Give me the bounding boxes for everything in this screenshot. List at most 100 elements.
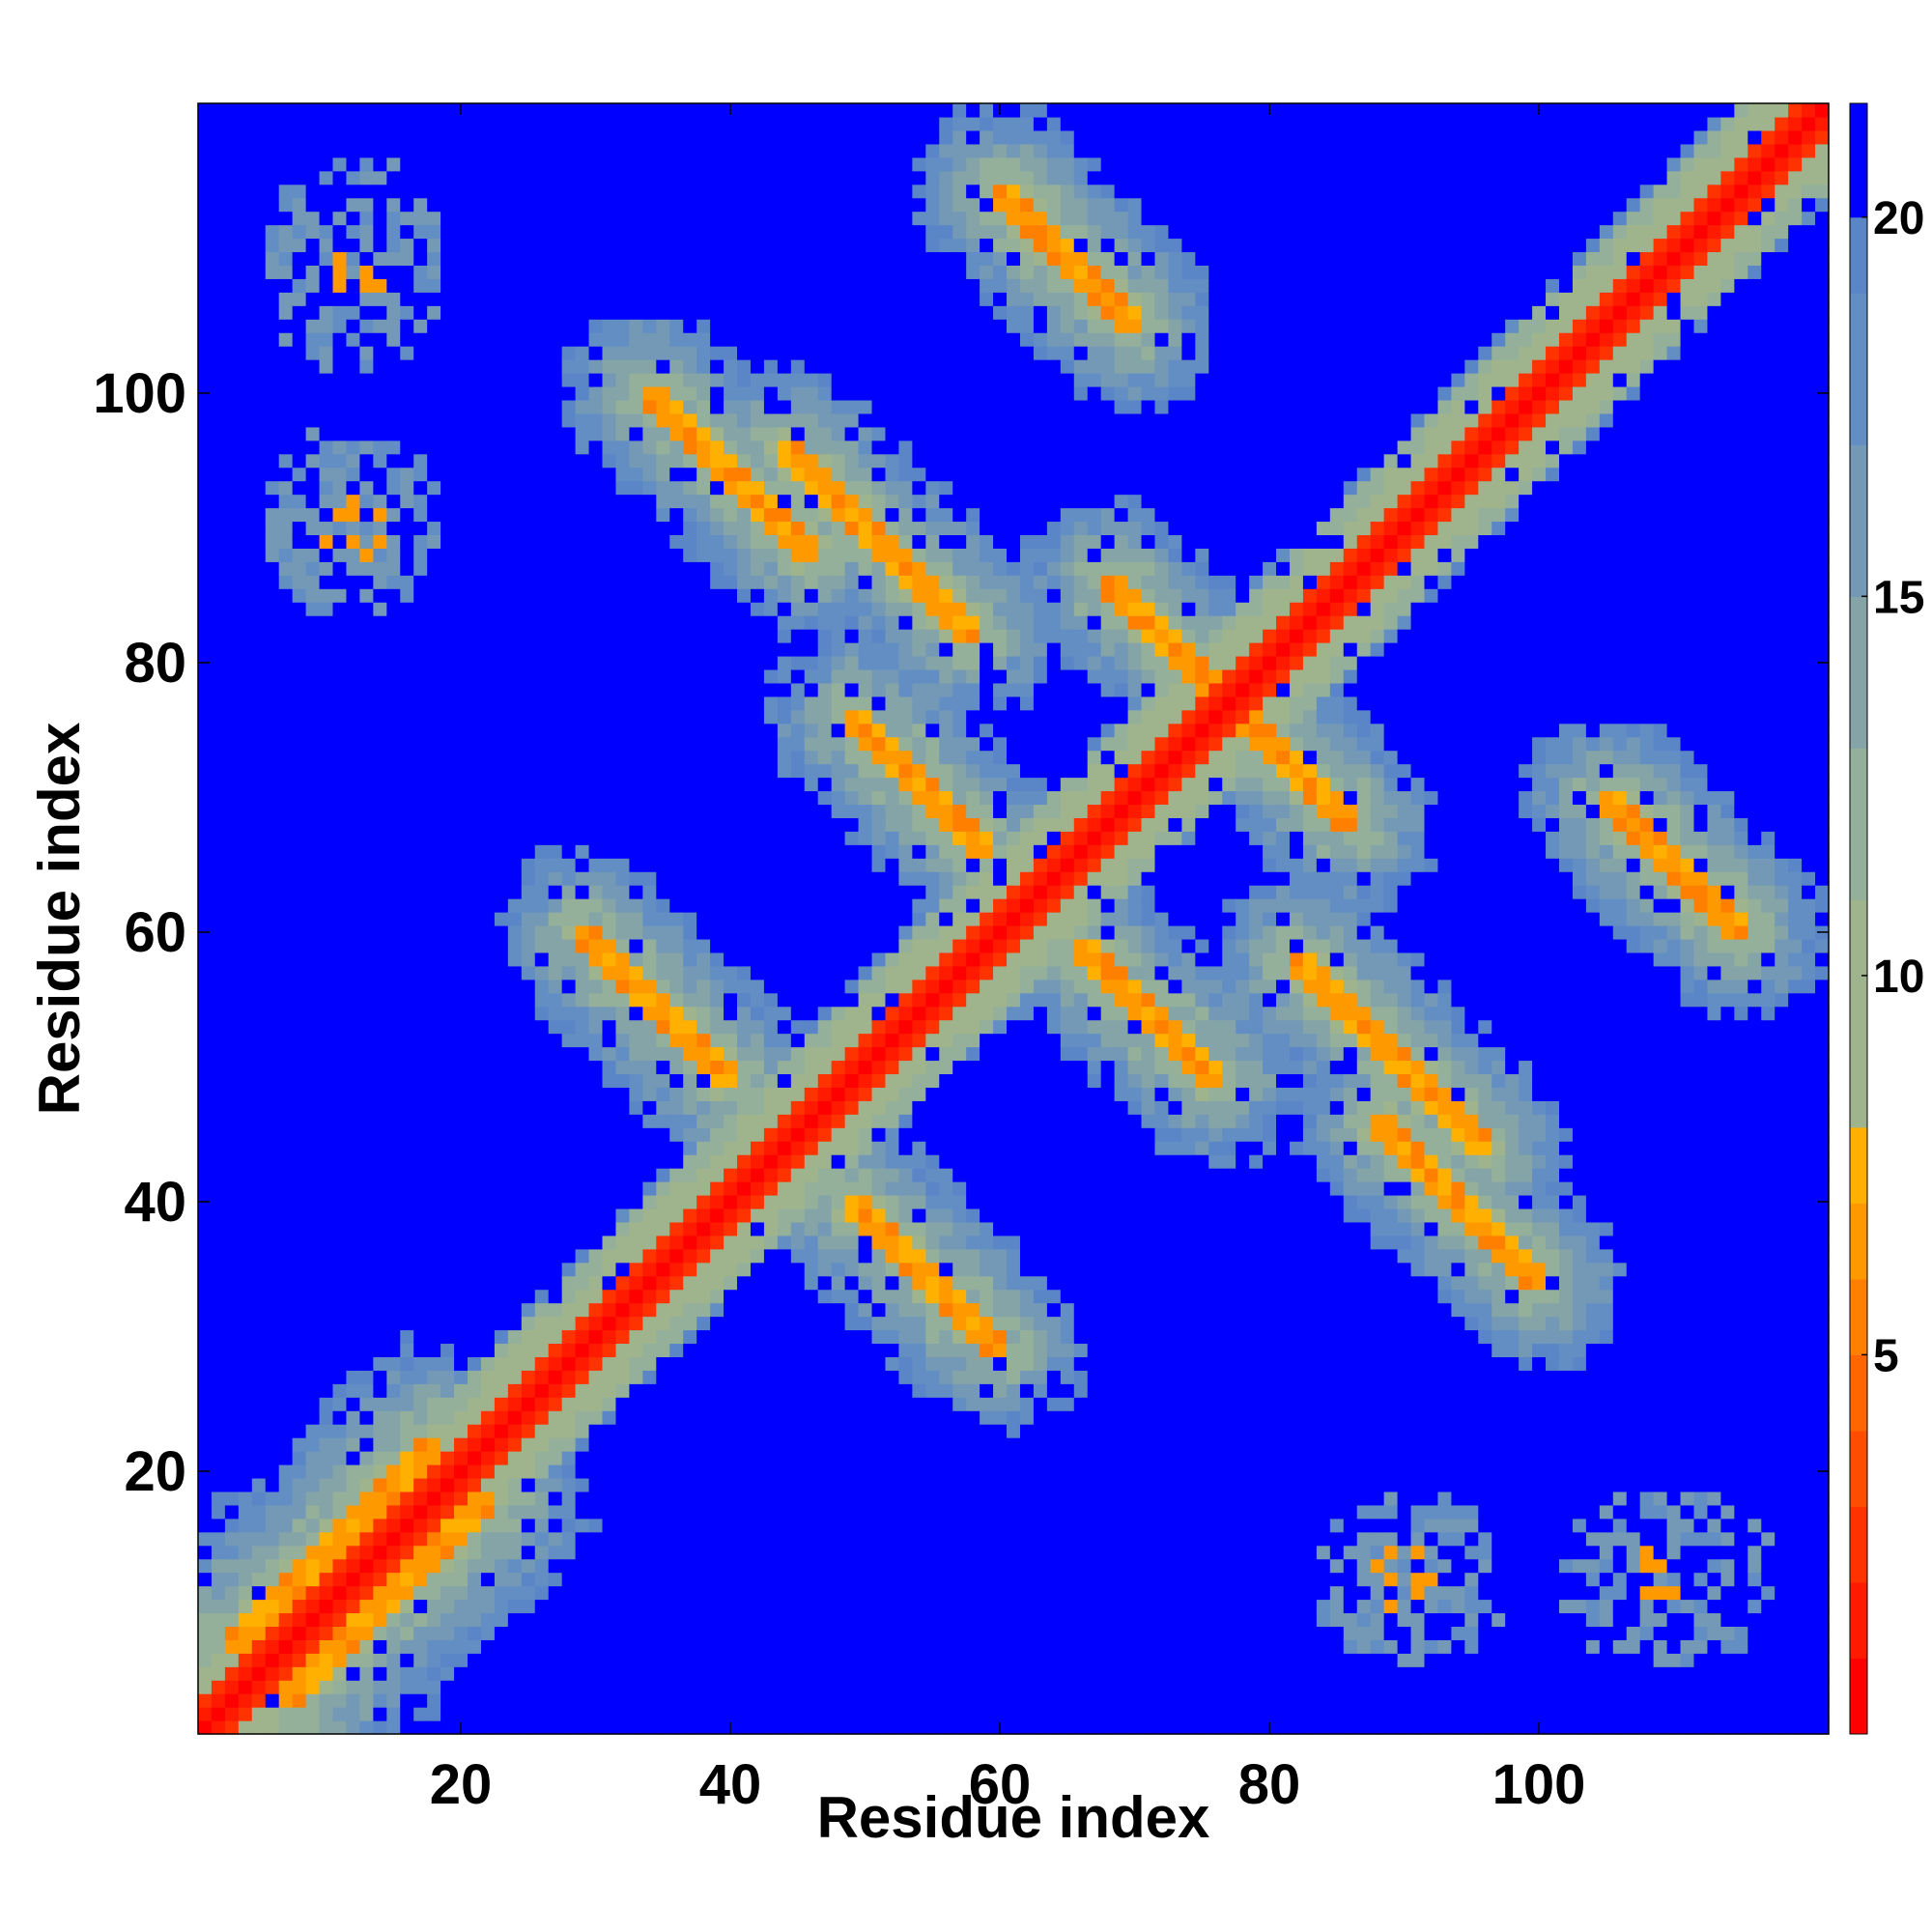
heatmap-cell [683, 1208, 697, 1223]
heatmap-cell [737, 1397, 752, 1411]
heatmap-cell [265, 1127, 280, 1142]
heatmap-cell [251, 1518, 267, 1533]
heatmap-cell [332, 1235, 348, 1250]
heatmap-cell [211, 507, 226, 523]
heatmap-cell [413, 1343, 428, 1357]
heatmap-cell [332, 1060, 348, 1075]
heatmap-cell [251, 1720, 267, 1735]
heatmap-cell [386, 1531, 401, 1547]
heatmap-cell [656, 979, 670, 994]
heatmap-cell [480, 1707, 496, 1721]
heatmap-cell [373, 103, 387, 118]
heatmap-cell [400, 1221, 414, 1236]
heatmap-cell [710, 1693, 724, 1708]
heatmap-cell [251, 938, 267, 953]
heatmap-cell [238, 642, 253, 657]
heatmap-cell [561, 723, 577, 738]
heatmap-cell [359, 1356, 374, 1371]
heatmap-cell [629, 184, 643, 199]
heatmap-cell [440, 750, 455, 765]
heatmap-cell [198, 885, 213, 899]
heatmap-cell [224, 952, 240, 967]
heatmap-cell [211, 1208, 226, 1223]
heatmap-cell [413, 965, 428, 980]
heatmap-cell [400, 412, 414, 428]
heatmap-cell [278, 1019, 294, 1035]
heatmap-cell [656, 790, 670, 806]
heatmap-cell [575, 385, 590, 401]
heatmap-cell [198, 1006, 213, 1021]
heatmap-cell [468, 858, 482, 872]
heatmap-cell [373, 319, 387, 333]
heatmap-cell [386, 103, 401, 118]
heatmap-cell [251, 912, 267, 926]
heatmap-cell [265, 1100, 280, 1115]
heatmap-cell [373, 1518, 387, 1533]
heatmap-cell [413, 1060, 428, 1075]
heatmap-cell [724, 129, 738, 145]
heatmap-cell [454, 1087, 469, 1101]
heatmap-cell [440, 1100, 455, 1115]
heatmap-cell [494, 534, 509, 549]
heatmap-cell [683, 682, 697, 697]
heatmap-cell [224, 1545, 240, 1560]
heatmap-cell [211, 723, 226, 738]
heatmap-cell [494, 1639, 509, 1654]
heatmap-cell [440, 1329, 455, 1345]
heatmap-cell [238, 709, 253, 724]
heatmap-cell [575, 399, 590, 414]
heatmap-cell [656, 1463, 670, 1479]
heatmap-cell [737, 629, 752, 643]
heatmap-cell [359, 1302, 374, 1318]
heatmap-cell [359, 924, 374, 940]
heatmap-cell [480, 1437, 496, 1452]
heatmap-cell [224, 858, 240, 872]
heatmap-cell [480, 385, 496, 401]
heatmap-cell [224, 763, 240, 779]
heatmap-cell [588, 1100, 604, 1115]
heatmap-cell [642, 521, 657, 536]
heatmap-cell [440, 332, 455, 347]
heatmap-cell [211, 521, 226, 536]
heatmap-cell [278, 1329, 294, 1345]
heatmap-cell [737, 858, 752, 872]
heatmap-cell [454, 561, 469, 576]
heatmap-cell [413, 332, 428, 347]
heatmap-cell [305, 1626, 321, 1640]
heatmap-cell [629, 1289, 643, 1304]
heatmap-cell [292, 1235, 307, 1250]
heatmap-cell [238, 965, 253, 980]
heatmap-cell [278, 412, 294, 428]
heatmap-cell [468, 992, 482, 1008]
heatmap-cell [305, 575, 321, 589]
heatmap-cell [319, 1289, 334, 1304]
heatmap-cell [724, 385, 738, 401]
heatmap-cell [724, 1639, 738, 1654]
heatmap-cell [198, 534, 213, 549]
heatmap-cell [710, 265, 724, 279]
heatmap-cell [683, 1235, 697, 1250]
heatmap-cell [211, 1707, 226, 1721]
heatmap-cell [494, 1545, 509, 1560]
heatmap-cell [238, 1100, 253, 1115]
heatmap-cell [251, 1612, 267, 1627]
heatmap-cell [561, 1127, 577, 1142]
heatmap-cell [480, 1518, 496, 1533]
heatmap-cell [480, 1154, 496, 1169]
heatmap-cell [724, 1060, 738, 1075]
heatmap-cell [561, 1316, 577, 1331]
heatmap-cell [251, 1370, 267, 1384]
heatmap-cell [521, 642, 536, 657]
heatmap-cell [386, 278, 401, 293]
heatmap-cell [359, 750, 374, 765]
heatmap-cell [480, 561, 496, 576]
heatmap-cell [319, 305, 334, 320]
heatmap-cell [724, 602, 738, 616]
heatmap-cell [386, 1639, 401, 1654]
heatmap-cell [386, 1653, 401, 1667]
heatmap-cell [494, 1275, 509, 1291]
heatmap-cell [359, 1262, 374, 1277]
heatmap-cell [413, 346, 428, 360]
heatmap-cell [696, 1463, 711, 1479]
heatmap-cell [386, 1572, 401, 1587]
